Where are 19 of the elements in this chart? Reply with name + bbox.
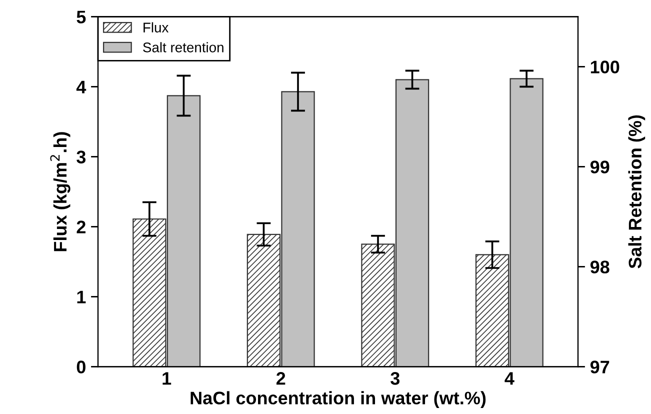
legend-label: Salt retention: [143, 42, 224, 52]
legend-label: Flux: [144, 22, 169, 32]
y-tick-label: 2: [76, 220, 86, 234]
y-tick-label: 0: [76, 360, 86, 374]
x-tick-label: 3: [390, 372, 400, 385]
y-tick-label: 1: [77, 290, 86, 304]
y-tick-label: 5: [76, 10, 86, 24]
x-tick-label: 4: [504, 372, 514, 385]
y-axis-title: Flux (kg/m$^{2}$.h): [50, 132, 70, 252]
y2-tick-label: 99: [590, 160, 610, 174]
x-tick-label: 1: [162, 372, 172, 385]
x-tick-label: 2: [276, 372, 286, 385]
y-tick-label: 3: [76, 150, 86, 164]
y-tick-label: 4: [76, 80, 86, 94]
x-axis-title: NaCl concentration in water (wt.%): [190, 391, 486, 408]
y2-tick-label: 98: [590, 260, 610, 274]
y2-axis-title: Salt Retention (%): [628, 115, 646, 268]
y2-tick-label: 97: [590, 360, 610, 374]
y2-tick-label: 100: [590, 60, 620, 74]
